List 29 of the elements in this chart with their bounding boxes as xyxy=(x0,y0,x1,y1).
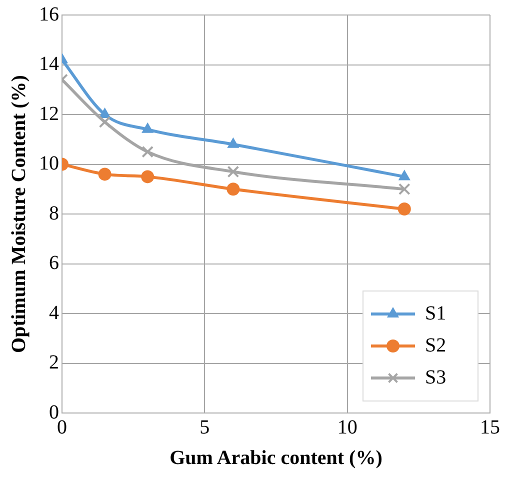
y-axis-title: Optimum Moisture Content (%) xyxy=(8,75,30,353)
y-tick-label: 10 xyxy=(39,152,59,174)
y-tick-label: 2 xyxy=(49,352,59,374)
point xyxy=(228,138,239,148)
y-tick-label: 0 xyxy=(49,401,59,424)
point xyxy=(98,116,111,128)
y-tick-label: 4 xyxy=(49,302,59,324)
point xyxy=(98,168,112,181)
y-tick-label: 8 xyxy=(49,202,59,224)
point xyxy=(226,182,240,196)
point xyxy=(398,170,410,180)
point xyxy=(227,166,240,178)
y-tick-label: 6 xyxy=(49,252,59,274)
y-tick-label: 12 xyxy=(39,102,59,125)
x-axis-title: Gum Arabic content (%) xyxy=(170,447,382,470)
y-tick-label: 14 xyxy=(39,53,59,75)
point xyxy=(99,108,110,118)
point xyxy=(398,183,410,196)
legend-label: S1 xyxy=(425,302,446,324)
x-tick-label: 10 xyxy=(337,416,358,438)
point xyxy=(398,202,411,216)
legend-label: S3 xyxy=(425,366,446,388)
point xyxy=(142,122,154,133)
point xyxy=(142,146,154,158)
x-tick-label: 15 xyxy=(480,416,500,438)
y-tick-label: 16 xyxy=(39,3,59,26)
x-tick-label: 5 xyxy=(200,416,210,438)
legend-label: S2 xyxy=(425,334,446,356)
point xyxy=(141,170,154,184)
